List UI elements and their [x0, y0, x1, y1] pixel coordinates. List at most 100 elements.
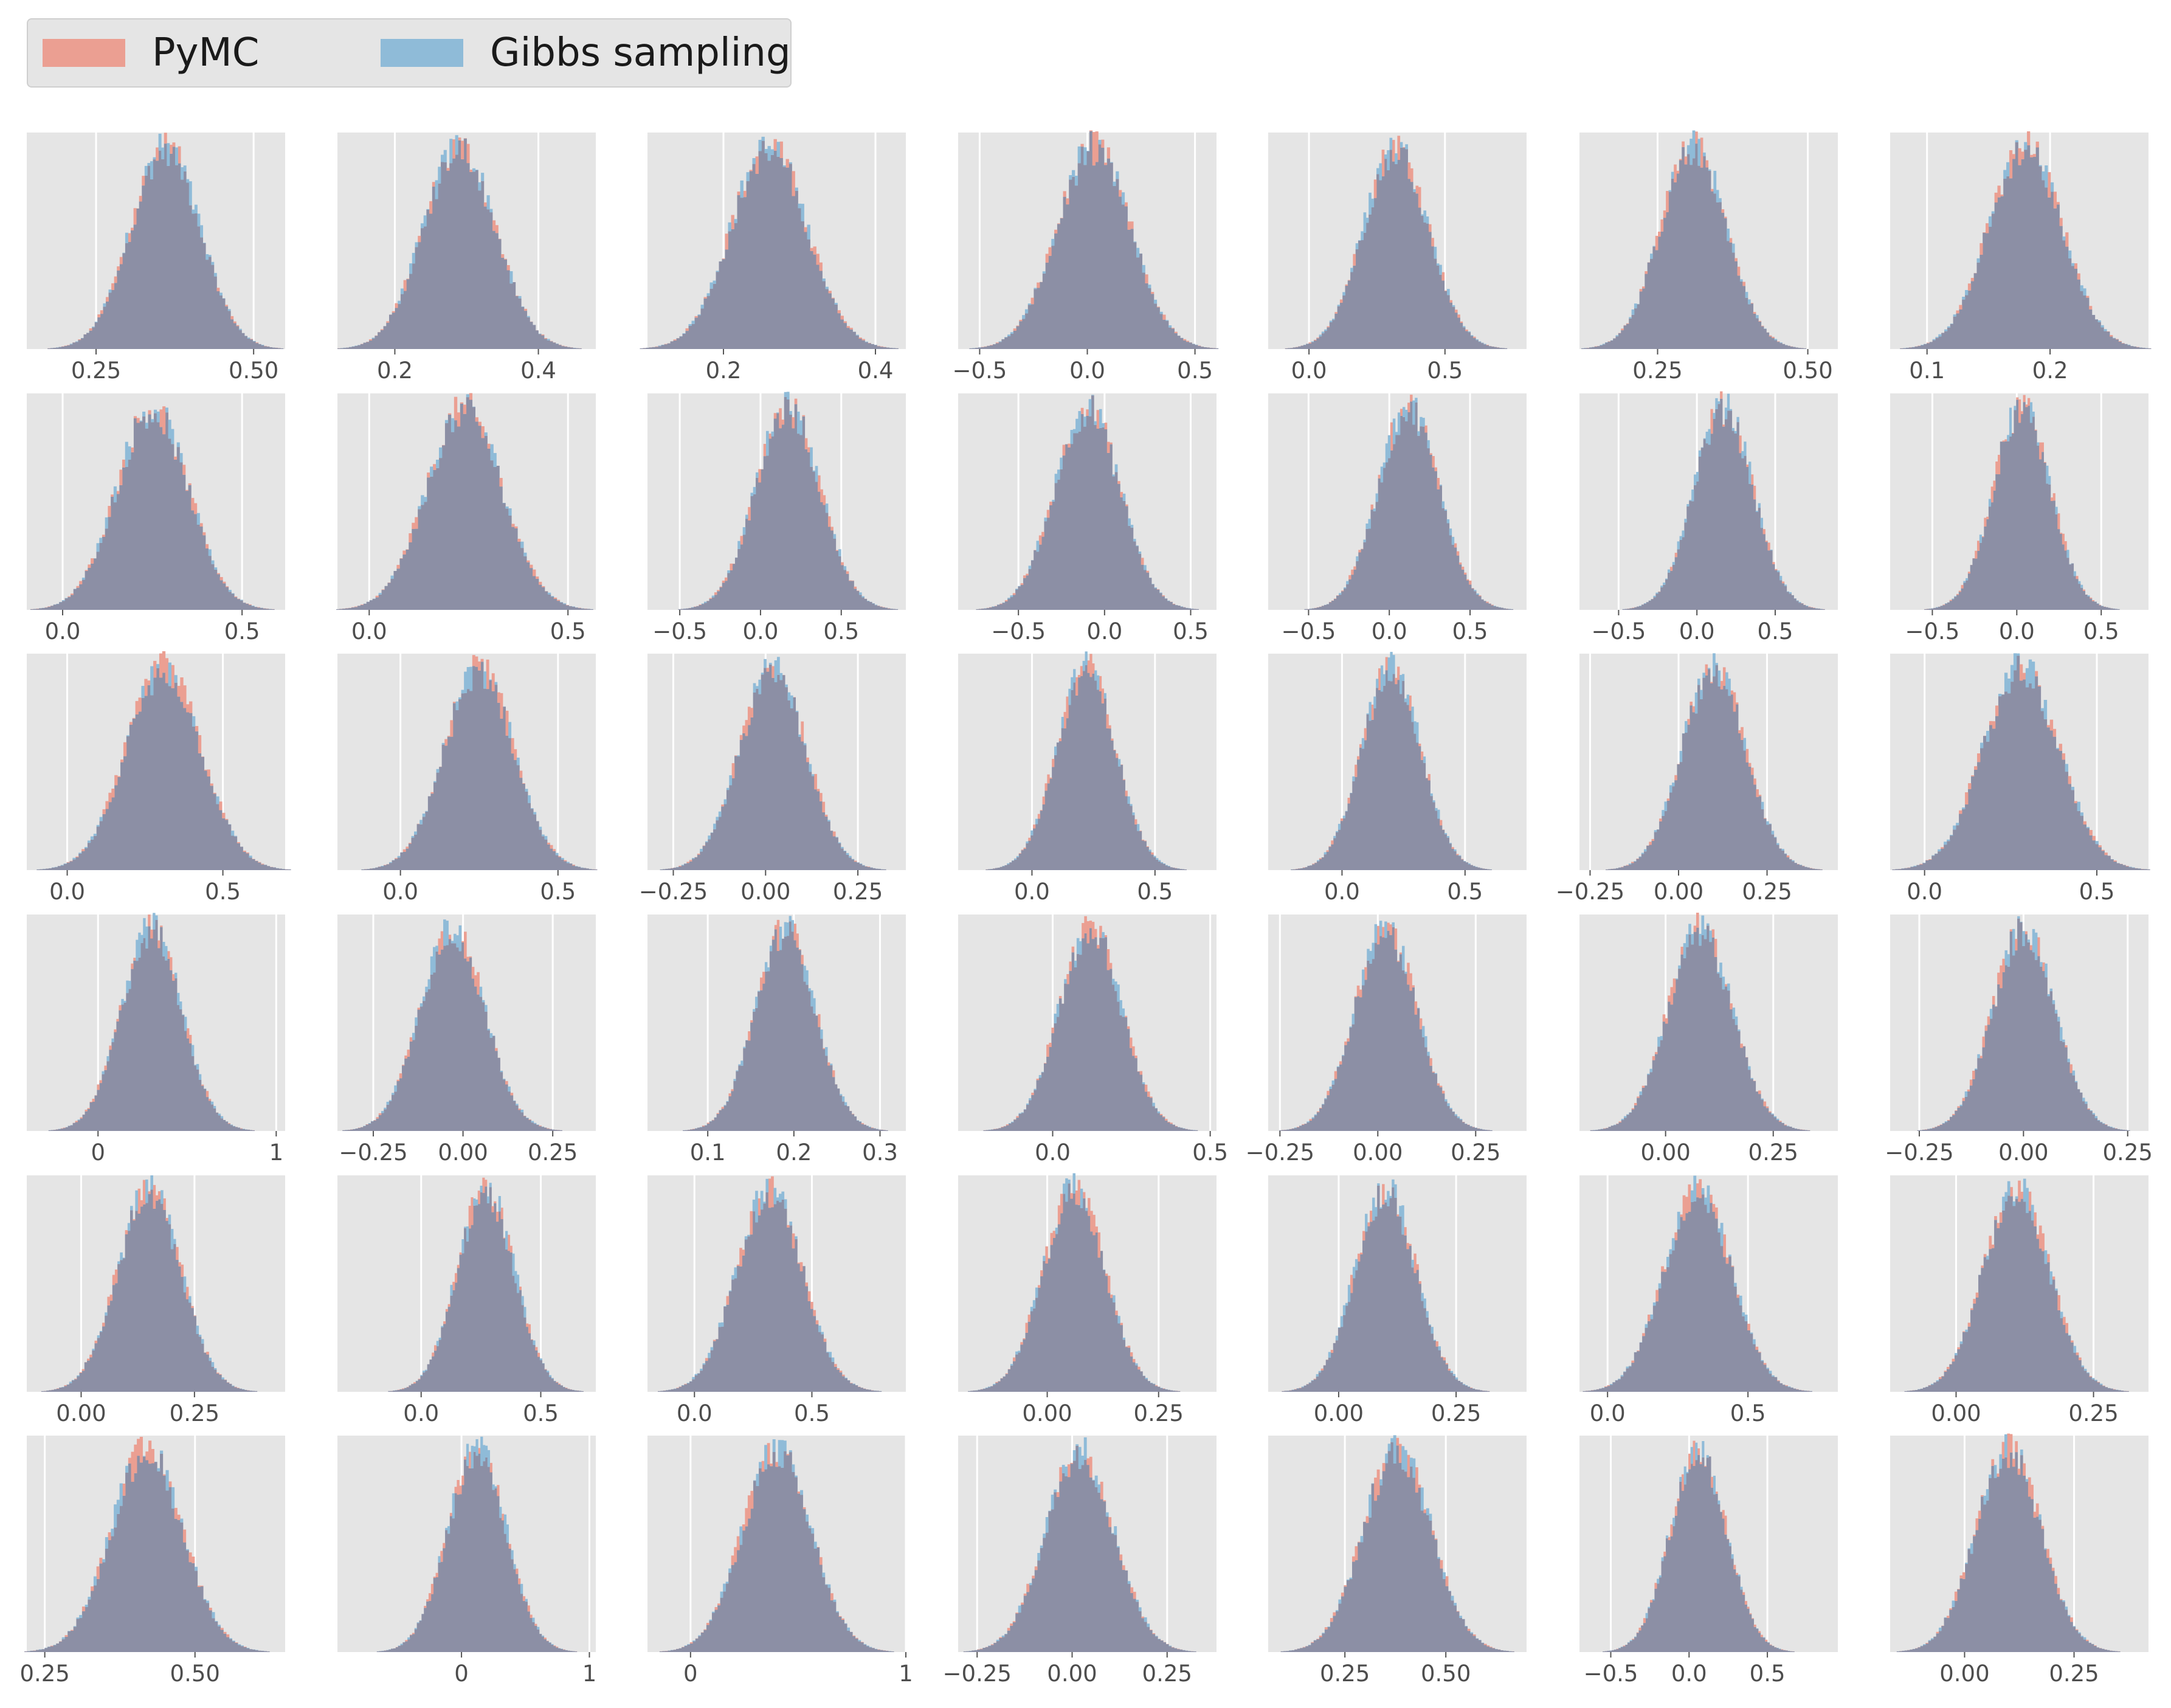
- x-tick-label: 0.5: [1758, 618, 1793, 645]
- histogram-overlap: [678, 397, 899, 610]
- histogram-overlap: [1606, 665, 1823, 870]
- x-tick-label: 0.5: [823, 618, 859, 645]
- histogram-panel-10: −0.5 0.0 0.5: [647, 392, 906, 645]
- x-tick-label: 0.5: [2083, 618, 2119, 645]
- x-tick-label: 0.00: [1314, 1400, 1364, 1426]
- x-tick-label: 0.0: [1907, 879, 1942, 905]
- histogram-panel-41: −0.5 0.0 0.5: [1579, 1436, 1838, 1687]
- x-tick-label: 0.50: [1783, 358, 1832, 384]
- histogram-panel-32: 0.00 0.25: [958, 1173, 1217, 1426]
- x-tick-label: 0.25: [1320, 1661, 1370, 1687]
- histogram-panel-7: 0.1 0.2: [1890, 131, 2152, 384]
- x-tick-label: 0.00: [1047, 1661, 1097, 1687]
- legend-swatch-gibbs: [381, 39, 463, 67]
- x-tick-label: 0.5: [794, 1400, 830, 1426]
- histogram-panel-39: −0.25 0.00 0.25: [943, 1436, 1217, 1687]
- x-tick-label: 0.00: [56, 1400, 106, 1426]
- histogram-gibbs: [646, 136, 899, 348]
- x-tick-label: 0.0: [1679, 618, 1715, 645]
- x-tick-label: 0.2: [377, 358, 413, 384]
- histogram-panel-8: 0.0 0.5: [27, 393, 285, 645]
- histogram-panel-5: 0.0 0.5: [1268, 133, 1527, 384]
- histogram-pymc: [970, 1180, 1181, 1391]
- x-tick-label: 0: [454, 1661, 469, 1687]
- histogram-panel-15: 0.0 0.5: [27, 651, 291, 905]
- histogram-panel-13: −0.5 0.0 0.5: [1579, 391, 1838, 645]
- histogram-overlap: [658, 1192, 882, 1392]
- histogram-panel-9: 0.0 0.5: [336, 393, 596, 645]
- x-tick-label: 0.0: [382, 879, 418, 905]
- x-tick-label: 0.0: [1291, 358, 1327, 384]
- x-tick-label: 0.5: [523, 1400, 559, 1426]
- histogram-gibbs: [1304, 398, 1514, 609]
- histogram-overlap: [985, 665, 1187, 870]
- x-tick-label: 0.5: [205, 879, 241, 905]
- x-tick-label: 0.5: [1192, 1139, 1228, 1166]
- histogram-panel-34: 0.0 0.5: [1579, 1175, 1838, 1426]
- histogram-panel-6: 0.25 0.50: [1579, 130, 1838, 384]
- x-tick-label: 0.5: [1427, 358, 1463, 384]
- histogram-overlap: [1285, 147, 1508, 349]
- x-tick-label: 0.0: [1035, 1139, 1071, 1166]
- histogram-overlap: [1904, 1195, 2129, 1392]
- x-tick-label: 0.0: [403, 1400, 439, 1426]
- histogram-panel-27: 0.00 0.25: [1579, 912, 1838, 1166]
- x-tick-label: 0.5: [550, 618, 586, 645]
- x-tick-label: 0.25: [1632, 358, 1682, 384]
- histogram-overlap: [1583, 1194, 1812, 1392]
- histogram-overlap: [969, 131, 1219, 349]
- histogram-pymc: [659, 1443, 889, 1651]
- histogram-gibbs: [46, 1175, 255, 1391]
- x-tick-label: 0.5: [224, 618, 260, 645]
- x-tick-label: 0.4: [858, 358, 894, 384]
- histogram-panel-19: 0.0 0.5: [1268, 652, 1527, 905]
- x-tick-label: 0.25: [19, 1661, 69, 1687]
- histogram-panel-36: 0.25 0.50: [19, 1436, 285, 1687]
- x-tick-label: 0.1: [1909, 358, 1945, 384]
- x-tick-label: 0.25: [2103, 1139, 2153, 1166]
- histogram-overlap: [376, 1451, 578, 1652]
- histogram-overlap: [1581, 143, 1807, 349]
- histogram-overlap: [1924, 399, 2120, 610]
- histogram-panel-40: 0.25 0.50: [1268, 1435, 1527, 1687]
- x-tick-label: 0.3: [862, 1139, 898, 1166]
- histogram-overlap: [342, 939, 562, 1131]
- x-tick-label: 0.00: [1931, 1400, 1981, 1426]
- histogram-overlap: [1280, 1442, 1514, 1652]
- x-tick-label: 0.0: [677, 1400, 713, 1426]
- histogram-overlap: [1622, 398, 1825, 610]
- x-tick-label: 0.0: [45, 618, 81, 645]
- histogram-overlap: [1291, 670, 1492, 870]
- x-tick-label: 0.5: [1452, 618, 1488, 645]
- histogram-panel-33: 0.00 0.25: [1268, 1175, 1527, 1426]
- histogram-overlap: [36, 668, 291, 870]
- x-tick-label: 0.5: [1173, 618, 1209, 645]
- histogram-panel-18: 0.0 0.5: [958, 651, 1217, 905]
- histogram-gibbs: [1581, 130, 1801, 348]
- histogram-gibbs: [392, 1183, 582, 1391]
- x-tick-label: 0.50: [1421, 1661, 1471, 1687]
- histogram-overlap: [388, 1186, 584, 1392]
- histogram-overlap: [30, 412, 275, 610]
- x-tick-label: 0.1: [690, 1139, 726, 1166]
- x-tick-label: −0.5: [952, 358, 1007, 384]
- x-tick-label: 0.25: [833, 879, 883, 905]
- legend-entry-gibbs: Gibbs sampling: [381, 19, 791, 86]
- x-tick-label: 0.25: [1134, 1400, 1184, 1426]
- histogram-panel-29: 0.00 0.25: [27, 1175, 285, 1426]
- histogram-panel-30: 0.0 0.5: [337, 1175, 596, 1426]
- histogram-gibbs: [27, 1450, 267, 1651]
- histogram-panel-35: 0.00 0.25: [1890, 1175, 2149, 1426]
- x-tick-label: 0.0: [743, 618, 779, 645]
- x-tick-label: 0.00: [740, 879, 790, 905]
- x-tick-label: 0.00: [1022, 1400, 1072, 1426]
- x-tick-label: 0.00: [438, 1139, 488, 1166]
- x-tick-label: 0.0: [1671, 1661, 1707, 1687]
- x-tick-label: 0.0: [1590, 1400, 1626, 1426]
- histogram-panel-42: 0.00 0.25: [1890, 1433, 2149, 1687]
- legend-label-pymc: PyMC: [152, 30, 260, 75]
- histogram-panel-3: 0.2 0.4: [640, 133, 906, 384]
